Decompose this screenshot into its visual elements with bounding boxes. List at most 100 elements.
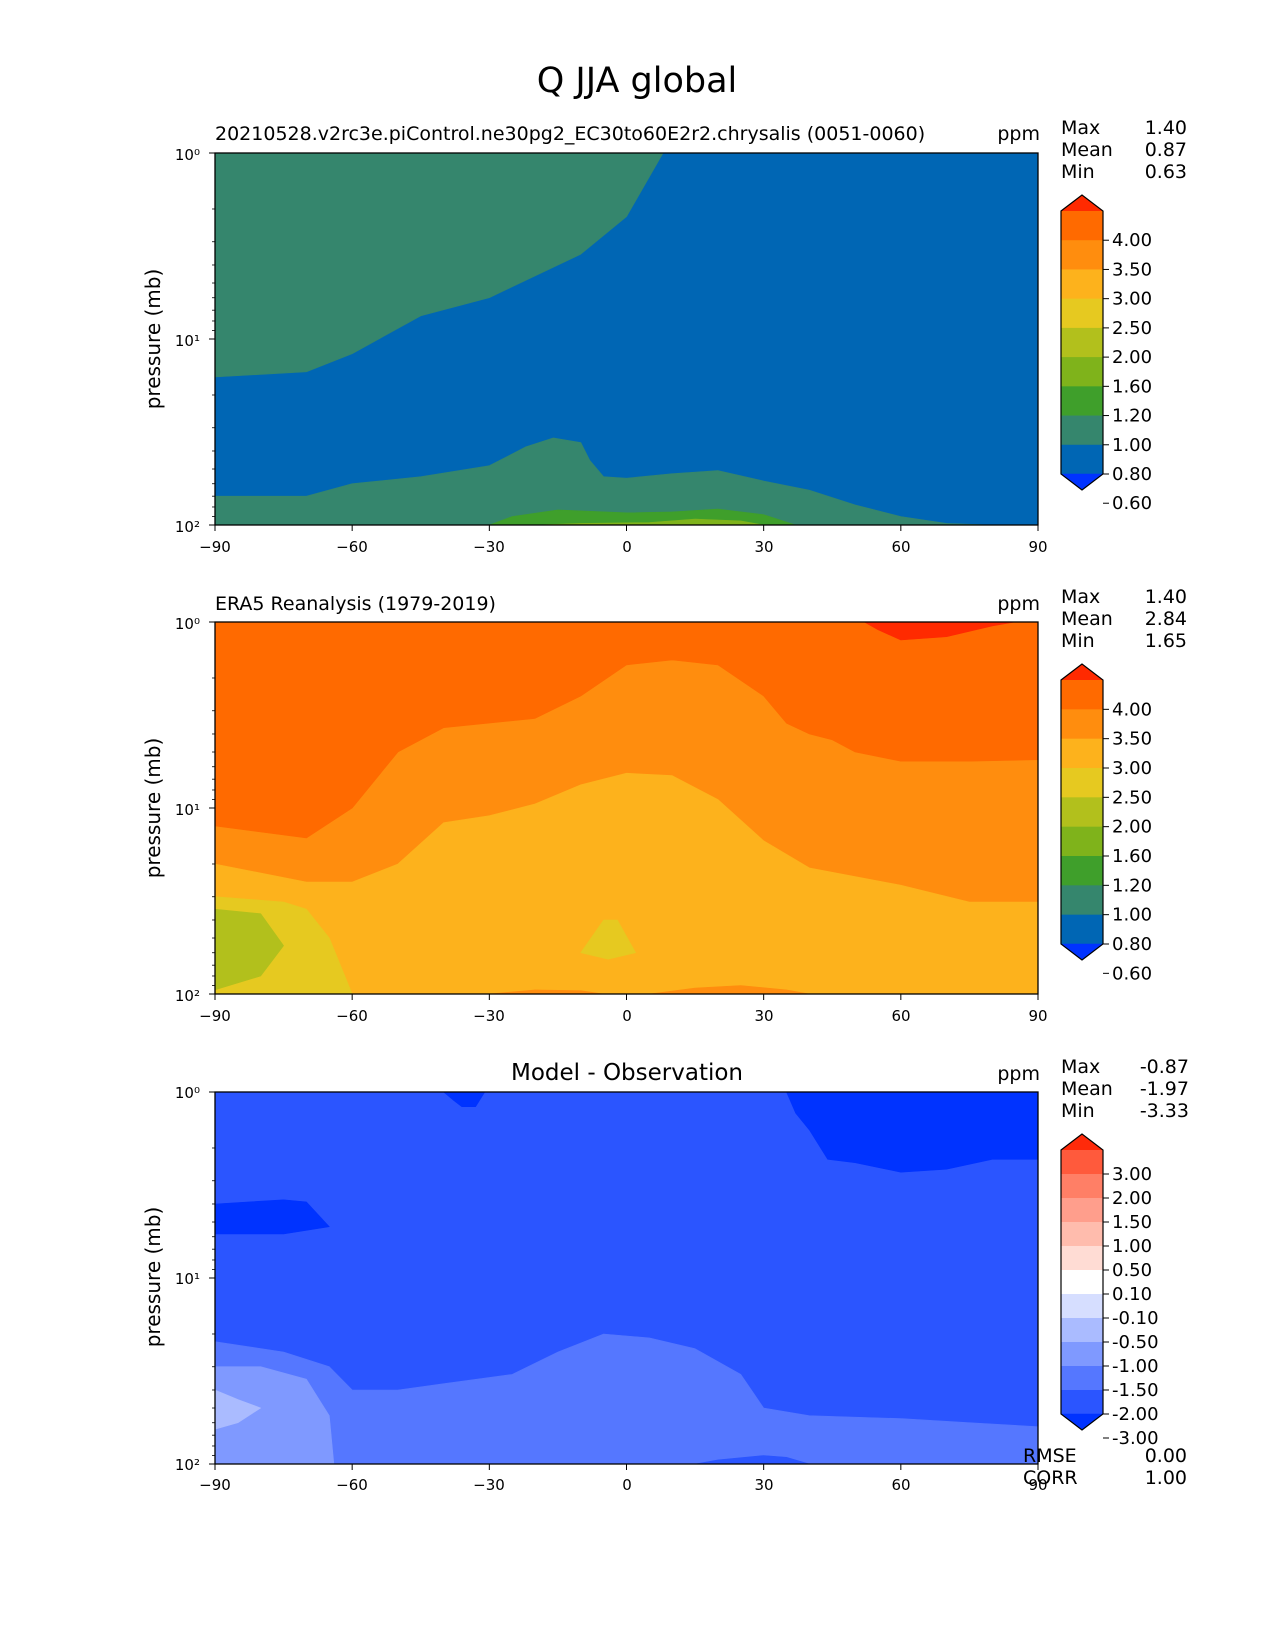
stats-box: Max 1.40 Mean 0.87 Min 0.63 xyxy=(1061,117,1187,183)
panel-units: ppm xyxy=(997,1063,1040,1085)
colorbar-segment xyxy=(1061,709,1103,740)
colorbar-segment xyxy=(1061,1174,1103,1199)
colorbar-tick-label: 3.50 xyxy=(1112,729,1152,750)
contour-region xyxy=(214,437,993,526)
contour-region xyxy=(214,152,664,378)
colorbar-segment xyxy=(1061,269,1103,300)
colorbar-tick-label: 0.10 xyxy=(1112,1284,1152,1305)
y-tick-labels: 10⁰ 10¹ 10² xyxy=(175,1084,200,1474)
x-tick-label: 0 xyxy=(622,1476,632,1494)
colorbar-tick-label: 1.00 xyxy=(1112,905,1152,926)
x-tick-label: 90 xyxy=(1028,1007,1047,1025)
stat-label-min: Min xyxy=(1061,630,1095,652)
y-tick-label: 10⁰ xyxy=(175,146,200,164)
panel-title: Model - Observation xyxy=(511,1060,743,1086)
colorbar-segment xyxy=(1061,1150,1103,1175)
x-tick-label: −30 xyxy=(473,1476,505,1494)
y-axis-label: pressure (mb) xyxy=(141,269,165,410)
colorbar-extend-max xyxy=(1060,663,1104,681)
y-tick-label: 10² xyxy=(175,987,200,1005)
colorbar-tick-label: 3.50 xyxy=(1112,259,1152,280)
contour-region xyxy=(214,772,1039,995)
colorbar: 4.00 3.50 3.00 2.50 2.00 1.60 1.20 1.00 0.80 0.60 xyxy=(1060,663,1152,984)
stat-value-min: -3.33 xyxy=(1140,1100,1189,1122)
colorbar-tick-label: 0.60 xyxy=(1112,963,1152,984)
y-tick-label: 10¹ xyxy=(175,801,200,819)
colorbar-segment xyxy=(1061,444,1103,475)
colorbar-segment xyxy=(1061,1342,1103,1367)
colorbar-segment xyxy=(1061,826,1103,857)
contour-region xyxy=(580,919,636,960)
panel-units: ppm xyxy=(997,123,1040,145)
x-tick-label: 30 xyxy=(754,1007,773,1025)
stat-value-max: 1.40 xyxy=(1145,586,1187,608)
y-axis-label: pressure (mb) xyxy=(141,738,165,879)
colorbar-tick-label: 4.00 xyxy=(1112,699,1152,720)
stat-label-min: Min xyxy=(1061,1100,1095,1122)
x-tick-label: −30 xyxy=(473,538,505,556)
colorbar-tick-label: 1.60 xyxy=(1112,376,1152,397)
stat-value-min: 1.65 xyxy=(1145,630,1187,652)
stat-value-max: 1.40 xyxy=(1145,117,1187,139)
panel-2-observation: ERA5 Reanalysis (1979-2019) ppm Max 1.40… xyxy=(141,586,1187,1025)
x-tick-label: −90 xyxy=(199,538,231,556)
stat-label-mean: Mean xyxy=(1061,1078,1113,1100)
stat-label-mean: Mean xyxy=(1061,139,1113,161)
y-tick-label: 10⁰ xyxy=(175,615,200,633)
x-tick-label: −60 xyxy=(336,1476,368,1494)
x-tick-label: −90 xyxy=(199,1007,231,1025)
y-tick-label: 10² xyxy=(175,1456,200,1474)
stat-value-mean: -1.97 xyxy=(1140,1078,1189,1100)
colorbar-segment xyxy=(1061,797,1103,828)
x-tick-label: −60 xyxy=(336,1007,368,1025)
stat-value-max: -0.87 xyxy=(1140,1056,1189,1078)
colorbar-extend-min xyxy=(1060,943,1104,961)
colorbar-tick-label: 2.50 xyxy=(1112,787,1152,808)
colorbar-segment xyxy=(1061,1198,1103,1223)
stat-label-min: Min xyxy=(1061,161,1095,183)
colorbar-tick-label: 2.00 xyxy=(1112,817,1152,838)
stat-value-mean: 0.87 xyxy=(1145,139,1187,161)
colorbar-tick-label: 2.50 xyxy=(1112,318,1152,339)
x-tick-label: −60 xyxy=(336,538,368,556)
panel-units: ppm xyxy=(997,593,1040,615)
y-tick-labels: 10⁰ 10¹ 10² xyxy=(175,615,200,1005)
colorbar-segment xyxy=(1061,211,1103,241)
colorbar-tick-label: 0.80 xyxy=(1112,934,1152,955)
colorbar-tick-label: 3.00 xyxy=(1112,758,1152,779)
contour-plot xyxy=(209,152,1039,531)
stat-value-corr: 1.00 xyxy=(1145,1467,1187,1489)
colorbar-tick-label: 1.60 xyxy=(1112,846,1152,867)
y-tick-label: 10² xyxy=(175,518,200,536)
colorbar-segment xyxy=(1061,415,1103,446)
colorbar-segment xyxy=(1061,1318,1103,1343)
colorbar-segment xyxy=(1061,885,1103,916)
colorbar-tick-label: -0.50 xyxy=(1112,1332,1159,1353)
colorbar-tick-label: 1.50 xyxy=(1112,1212,1152,1233)
contour-plot xyxy=(209,621,1039,1000)
stat-value-mean: 2.84 xyxy=(1145,608,1187,630)
x-tick-label: 60 xyxy=(891,538,910,556)
colorbar-segment xyxy=(1061,738,1103,769)
colorbar-segment xyxy=(1061,298,1103,329)
x-tick-labels: −90 −60 −30 0 30 60 90 xyxy=(199,538,1047,556)
contour-region xyxy=(214,1333,1039,1465)
x-tick-label: 90 xyxy=(1028,538,1047,556)
panel-1-model: 20210528.v2rc3e.piControl.ne30pg2_EC30to… xyxy=(141,117,1187,556)
panel-title: 20210528.v2rc3e.piControl.ne30pg2_EC30to… xyxy=(215,123,925,145)
colorbar-segment xyxy=(1061,680,1103,710)
x-tick-label: 60 xyxy=(891,1007,910,1025)
x-tick-label: 30 xyxy=(754,1476,773,1494)
stat-label-max: Max xyxy=(1061,1056,1100,1078)
colorbar-tick-label: -2.00 xyxy=(1112,1404,1159,1425)
stat-value-min: 0.63 xyxy=(1145,161,1187,183)
colorbar-segment xyxy=(1061,357,1103,387)
colorbar-segment xyxy=(1061,1366,1103,1391)
colorbar-extend-min xyxy=(1060,1413,1104,1431)
x-tick-label: 0 xyxy=(622,1007,632,1025)
colorbar-tick-label: 1.00 xyxy=(1112,1236,1152,1257)
colorbar-tick-label: 0.50 xyxy=(1112,1260,1152,1281)
colorbar-tick-label: -0.10 xyxy=(1112,1308,1159,1329)
colorbar-tick-label: 1.00 xyxy=(1112,435,1152,456)
